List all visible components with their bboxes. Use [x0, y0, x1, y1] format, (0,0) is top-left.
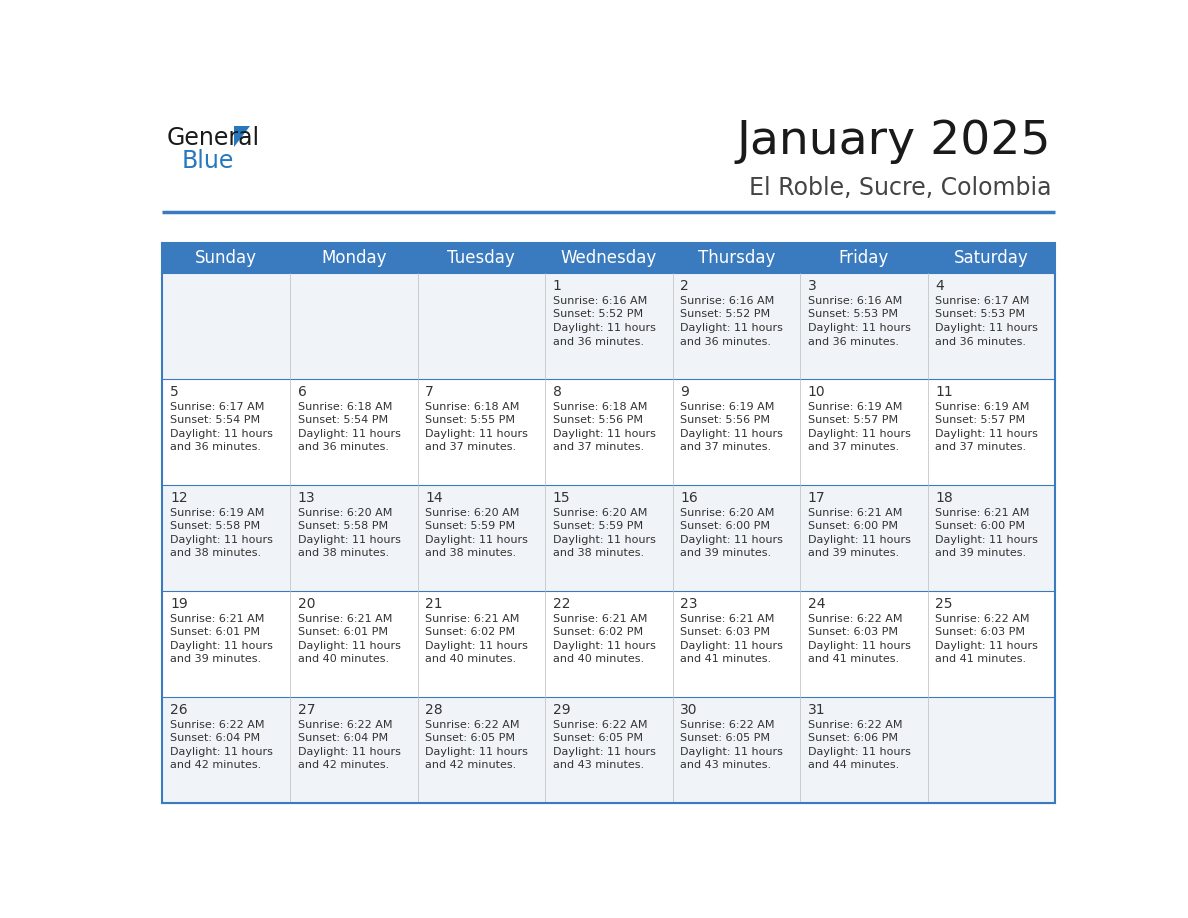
Text: 27: 27 [298, 702, 315, 717]
Text: 3: 3 [808, 279, 816, 293]
Text: Sunrise: 6:16 AM
Sunset: 5:52 PM
Daylight: 11 hours
and 36 minutes.: Sunrise: 6:16 AM Sunset: 5:52 PM Dayligh… [681, 296, 783, 346]
Text: Blue: Blue [182, 149, 234, 173]
Text: 14: 14 [425, 491, 443, 505]
Text: 28: 28 [425, 702, 443, 717]
Text: Sunrise: 6:18 AM
Sunset: 5:56 PM
Daylight: 11 hours
and 37 minutes.: Sunrise: 6:18 AM Sunset: 5:56 PM Dayligh… [552, 402, 656, 453]
Text: General: General [166, 126, 259, 150]
Text: 24: 24 [808, 597, 826, 610]
Text: Sunrise: 6:19 AM
Sunset: 5:57 PM
Daylight: 11 hours
and 37 minutes.: Sunrise: 6:19 AM Sunset: 5:57 PM Dayligh… [935, 402, 1038, 453]
Text: Sunrise: 6:21 AM
Sunset: 6:00 PM
Daylight: 11 hours
and 39 minutes.: Sunrise: 6:21 AM Sunset: 6:00 PM Dayligh… [808, 508, 911, 558]
Bar [163, 486, 1055, 591]
Bar [163, 242, 1055, 274]
Text: Saturday: Saturday [954, 249, 1029, 267]
Text: 11: 11 [935, 385, 953, 398]
Text: Wednesday: Wednesday [561, 249, 657, 267]
Text: Sunrise: 6:21 AM
Sunset: 6:01 PM
Daylight: 11 hours
and 39 minutes.: Sunrise: 6:21 AM Sunset: 6:01 PM Dayligh… [170, 613, 273, 665]
Polygon shape [234, 126, 249, 147]
Text: Sunrise: 6:22 AM
Sunset: 6:06 PM
Daylight: 11 hours
and 44 minutes.: Sunrise: 6:22 AM Sunset: 6:06 PM Dayligh… [808, 720, 911, 770]
Text: Sunrise: 6:22 AM
Sunset: 6:04 PM
Daylight: 11 hours
and 42 minutes.: Sunrise: 6:22 AM Sunset: 6:04 PM Dayligh… [298, 720, 400, 770]
Text: Sunrise: 6:22 AM
Sunset: 6:05 PM
Daylight: 11 hours
and 43 minutes.: Sunrise: 6:22 AM Sunset: 6:05 PM Dayligh… [681, 720, 783, 770]
Text: Monday: Monday [321, 249, 386, 267]
Text: 19: 19 [170, 597, 188, 610]
Text: January 2025: January 2025 [737, 119, 1051, 164]
Text: 25: 25 [935, 597, 953, 610]
Text: 6: 6 [298, 385, 307, 398]
Text: 26: 26 [170, 702, 188, 717]
Text: Sunrise: 6:22 AM
Sunset: 6:05 PM
Daylight: 11 hours
and 43 minutes.: Sunrise: 6:22 AM Sunset: 6:05 PM Dayligh… [552, 720, 656, 770]
Text: 16: 16 [681, 491, 699, 505]
Text: 31: 31 [808, 702, 826, 717]
Text: 17: 17 [808, 491, 826, 505]
Text: Sunrise: 6:19 AM
Sunset: 5:58 PM
Daylight: 11 hours
and 38 minutes.: Sunrise: 6:19 AM Sunset: 5:58 PM Dayligh… [170, 508, 273, 558]
Text: 12: 12 [170, 491, 188, 505]
Text: Sunrise: 6:21 AM
Sunset: 6:00 PM
Daylight: 11 hours
and 39 minutes.: Sunrise: 6:21 AM Sunset: 6:00 PM Dayligh… [935, 508, 1038, 558]
Text: Sunrise: 6:20 AM
Sunset: 5:59 PM
Daylight: 11 hours
and 38 minutes.: Sunrise: 6:20 AM Sunset: 5:59 PM Dayligh… [425, 508, 529, 558]
Text: Sunrise: 6:21 AM
Sunset: 6:03 PM
Daylight: 11 hours
and 41 minutes.: Sunrise: 6:21 AM Sunset: 6:03 PM Dayligh… [681, 613, 783, 665]
Text: 18: 18 [935, 491, 953, 505]
Text: Friday: Friday [839, 249, 889, 267]
Text: 30: 30 [681, 702, 697, 717]
Text: 8: 8 [552, 385, 562, 398]
Text: El Roble, Sucre, Colombia: El Roble, Sucre, Colombia [748, 175, 1051, 199]
Text: 9: 9 [681, 385, 689, 398]
Bar [163, 242, 1055, 803]
Text: Sunrise: 6:21 AM
Sunset: 6:01 PM
Daylight: 11 hours
and 40 minutes.: Sunrise: 6:21 AM Sunset: 6:01 PM Dayligh… [298, 613, 400, 665]
Text: Sunrise: 6:16 AM
Sunset: 5:52 PM
Daylight: 11 hours
and 36 minutes.: Sunrise: 6:16 AM Sunset: 5:52 PM Dayligh… [552, 296, 656, 346]
Text: 21: 21 [425, 597, 443, 610]
Text: Sunrise: 6:20 AM
Sunset: 5:59 PM
Daylight: 11 hours
and 38 minutes.: Sunrise: 6:20 AM Sunset: 5:59 PM Dayligh… [552, 508, 656, 558]
Text: 10: 10 [808, 385, 826, 398]
Text: Sunrise: 6:22 AM
Sunset: 6:05 PM
Daylight: 11 hours
and 42 minutes.: Sunrise: 6:22 AM Sunset: 6:05 PM Dayligh… [425, 720, 529, 770]
Text: Sunrise: 6:22 AM
Sunset: 6:03 PM
Daylight: 11 hours
and 41 minutes.: Sunrise: 6:22 AM Sunset: 6:03 PM Dayligh… [808, 613, 911, 665]
Text: Sunrise: 6:17 AM
Sunset: 5:54 PM
Daylight: 11 hours
and 36 minutes.: Sunrise: 6:17 AM Sunset: 5:54 PM Dayligh… [170, 402, 273, 453]
Text: 23: 23 [681, 597, 697, 610]
Text: 7: 7 [425, 385, 434, 398]
Text: Sunrise: 6:17 AM
Sunset: 5:53 PM
Daylight: 11 hours
and 36 minutes.: Sunrise: 6:17 AM Sunset: 5:53 PM Dayligh… [935, 296, 1038, 346]
Text: 29: 29 [552, 702, 570, 717]
Text: Sunrise: 6:20 AM
Sunset: 6:00 PM
Daylight: 11 hours
and 39 minutes.: Sunrise: 6:20 AM Sunset: 6:00 PM Dayligh… [681, 508, 783, 558]
Bar [163, 379, 1055, 486]
Text: 20: 20 [298, 597, 315, 610]
Text: Thursday: Thursday [697, 249, 775, 267]
Bar [163, 591, 1055, 697]
Text: Sunrise: 6:22 AM
Sunset: 6:03 PM
Daylight: 11 hours
and 41 minutes.: Sunrise: 6:22 AM Sunset: 6:03 PM Dayligh… [935, 613, 1038, 665]
Bar [163, 697, 1055, 803]
Text: 22: 22 [552, 597, 570, 610]
Text: 4: 4 [935, 279, 944, 293]
Text: Sunday: Sunday [195, 249, 258, 267]
Text: Sunrise: 6:16 AM
Sunset: 5:53 PM
Daylight: 11 hours
and 36 minutes.: Sunrise: 6:16 AM Sunset: 5:53 PM Dayligh… [808, 296, 911, 346]
Text: 13: 13 [298, 491, 315, 505]
Text: Sunrise: 6:22 AM
Sunset: 6:04 PM
Daylight: 11 hours
and 42 minutes.: Sunrise: 6:22 AM Sunset: 6:04 PM Dayligh… [170, 720, 273, 770]
Text: Sunrise: 6:20 AM
Sunset: 5:58 PM
Daylight: 11 hours
and 38 minutes.: Sunrise: 6:20 AM Sunset: 5:58 PM Dayligh… [298, 508, 400, 558]
Bar [163, 274, 1055, 379]
Text: 15: 15 [552, 491, 570, 505]
Text: 1: 1 [552, 279, 562, 293]
Text: 2: 2 [681, 279, 689, 293]
Text: Sunrise: 6:19 AM
Sunset: 5:57 PM
Daylight: 11 hours
and 37 minutes.: Sunrise: 6:19 AM Sunset: 5:57 PM Dayligh… [808, 402, 911, 453]
Text: 5: 5 [170, 385, 179, 398]
Text: Sunrise: 6:21 AM
Sunset: 6:02 PM
Daylight: 11 hours
and 40 minutes.: Sunrise: 6:21 AM Sunset: 6:02 PM Dayligh… [552, 613, 656, 665]
Text: Sunrise: 6:18 AM
Sunset: 5:55 PM
Daylight: 11 hours
and 37 minutes.: Sunrise: 6:18 AM Sunset: 5:55 PM Dayligh… [425, 402, 529, 453]
Text: Sunrise: 6:21 AM
Sunset: 6:02 PM
Daylight: 11 hours
and 40 minutes.: Sunrise: 6:21 AM Sunset: 6:02 PM Dayligh… [425, 613, 529, 665]
Text: Sunrise: 6:19 AM
Sunset: 5:56 PM
Daylight: 11 hours
and 37 minutes.: Sunrise: 6:19 AM Sunset: 5:56 PM Dayligh… [681, 402, 783, 453]
Text: Tuesday: Tuesday [448, 249, 516, 267]
Text: Sunrise: 6:18 AM
Sunset: 5:54 PM
Daylight: 11 hours
and 36 minutes.: Sunrise: 6:18 AM Sunset: 5:54 PM Dayligh… [298, 402, 400, 453]
